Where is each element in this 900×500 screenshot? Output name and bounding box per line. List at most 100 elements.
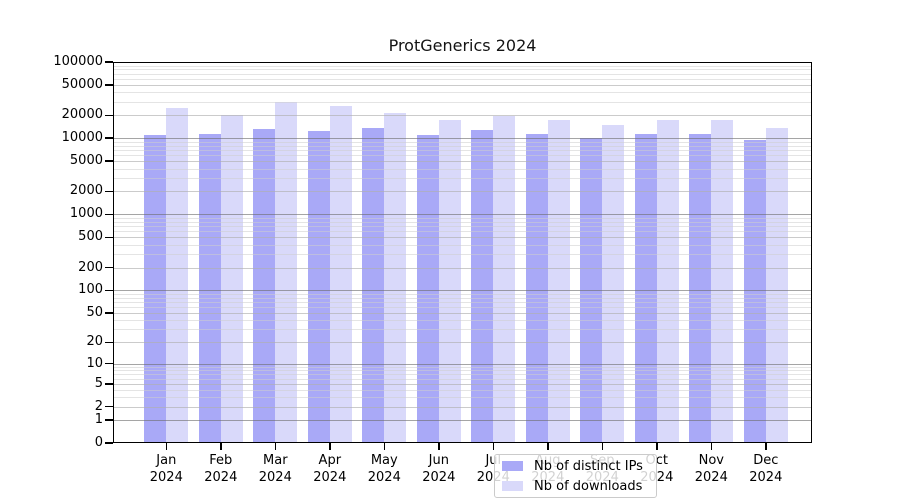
x-tick-month: Jan: [156, 453, 177, 468]
bar-downloads-jul: [493, 115, 516, 443]
y-tick-mark: [105, 236, 113, 238]
x-tick-mark: [438, 443, 440, 450]
y-tick-mark: [105, 312, 113, 314]
gridline-decade: [113, 420, 812, 422]
gridline-decade: [113, 363, 812, 365]
gridline-minor: [113, 397, 812, 399]
x-tick-month: Mar: [263, 453, 288, 468]
y-tick-label: 50: [86, 304, 103, 320]
y-tick-label: 20000: [61, 107, 103, 123]
x-tick-year: 2024: [204, 469, 238, 485]
y-tick-mark: [105, 362, 113, 365]
x-tick-month: Jun: [428, 453, 449, 468]
x-tick-mark: [710, 443, 712, 450]
x-tick-year: 2024: [149, 469, 183, 485]
gridline-minor: [113, 150, 812, 151]
y-tick-mark: [105, 61, 113, 63]
y-tick-label: 50000: [61, 76, 103, 92]
plot-frame: [113, 62, 812, 443]
bar-distinct-ips-nov: [689, 133, 712, 443]
x-tick-mark: [165, 443, 167, 450]
y-tick-mark: [105, 213, 113, 216]
bar-distinct-ips-jul: [471, 129, 494, 443]
gridline: [113, 383, 812, 385]
bar-distinct-ips-apr: [307, 131, 330, 443]
gridline: [113, 406, 812, 408]
x-tick-label: Apr 2024: [298, 453, 362, 486]
y-tick-label: 0: [94, 435, 103, 450]
bar-downloads-nov: [711, 119, 734, 443]
y-tick-label: 2: [94, 398, 103, 414]
bar-downloads-feb: [220, 115, 243, 443]
legend: Nb of distinct IPs Nb of downloads: [494, 454, 657, 498]
gridline-minor: [113, 244, 812, 246]
y-tick-mark: [105, 442, 113, 444]
y-tick-mark: [105, 383, 113, 385]
x-tick-year: 2024: [749, 469, 783, 485]
gridline-minor: [113, 168, 812, 170]
x-tick-month: Apr: [318, 453, 342, 468]
y-tick-mark: [105, 289, 113, 291]
x-tick-label: Jan 2024: [134, 453, 198, 486]
x-tick-year: 2024: [367, 469, 401, 485]
legend-item-downloads: Nb of downloads: [495, 479, 656, 494]
bar-distinct-ips-feb: [198, 134, 221, 443]
bar-downloads-may: [384, 112, 407, 443]
legend-label-distinct-ips: Nb of distinct IPs: [534, 458, 643, 474]
x-tick-year: 2024: [313, 469, 347, 485]
gridline-minor: [113, 145, 812, 147]
gridline-minor: [113, 320, 812, 322]
y-tick-label: 1000: [69, 206, 103, 222]
bar-distinct-ips-oct: [634, 134, 657, 443]
y-tick-mark: [105, 405, 113, 408]
bar-distinct-ips-jan: [144, 135, 167, 443]
x-tick-mark: [274, 443, 277, 450]
gridline: [113, 115, 812, 117]
x-tick-label: Feb 2024: [189, 453, 253, 486]
x-tick-mark: [547, 443, 549, 450]
gridline-minor: [113, 155, 812, 157]
bar-downloads-sep: [602, 125, 625, 443]
gridline-minor: [113, 374, 812, 376]
y-tick-label: 100: [78, 282, 103, 298]
gridline-minor: [113, 307, 812, 308]
y-tick-mark: [105, 190, 113, 193]
y-tick-mark: [105, 137, 113, 139]
x-tick-mark: [601, 443, 604, 450]
bar-downloads-apr: [329, 105, 352, 443]
y-tick-label: 10000: [61, 130, 103, 146]
gridline: [113, 312, 812, 314]
gridline-minor: [113, 178, 812, 179]
y-tick-mark: [105, 266, 113, 269]
bar-downloads-mar: [275, 101, 298, 443]
x-tick-label: Nov 2024: [679, 453, 743, 486]
gridline-minor: [113, 101, 812, 103]
gridline-minor: [113, 301, 812, 303]
y-tick-label: 200: [78, 259, 103, 275]
bar-distinct-ips-jun: [416, 134, 439, 443]
x-tick-year: 2024: [694, 469, 728, 485]
gridline-minor: [113, 221, 812, 223]
gridline-minor: [113, 231, 812, 233]
gridline-minor: [113, 389, 812, 391]
gridline-minor: [113, 69, 812, 71]
x-tick-mark: [220, 443, 222, 450]
gridline-minor: [113, 226, 812, 228]
chart-title: ProtGenerics 2024: [388, 36, 537, 55]
y-tick-label: 20: [86, 334, 103, 350]
x-tick-month: Feb: [209, 453, 233, 468]
bar-downloads-jun: [438, 120, 461, 443]
gridline: [113, 342, 812, 344]
gridline-minor: [113, 254, 812, 256]
gridline-minor: [113, 92, 812, 94]
y-tick-label: 500: [78, 229, 103, 245]
gridline-minor: [113, 73, 812, 75]
gridline-minor: [113, 370, 812, 372]
y-tick-label: 1: [94, 412, 103, 428]
x-tick-month: Nov: [698, 453, 724, 468]
x-tick-mark: [656, 443, 658, 450]
gridline-minor: [113, 297, 812, 299]
legend-label-downloads: Nb of downloads: [534, 478, 643, 494]
y-tick-label: 10: [86, 355, 103, 371]
